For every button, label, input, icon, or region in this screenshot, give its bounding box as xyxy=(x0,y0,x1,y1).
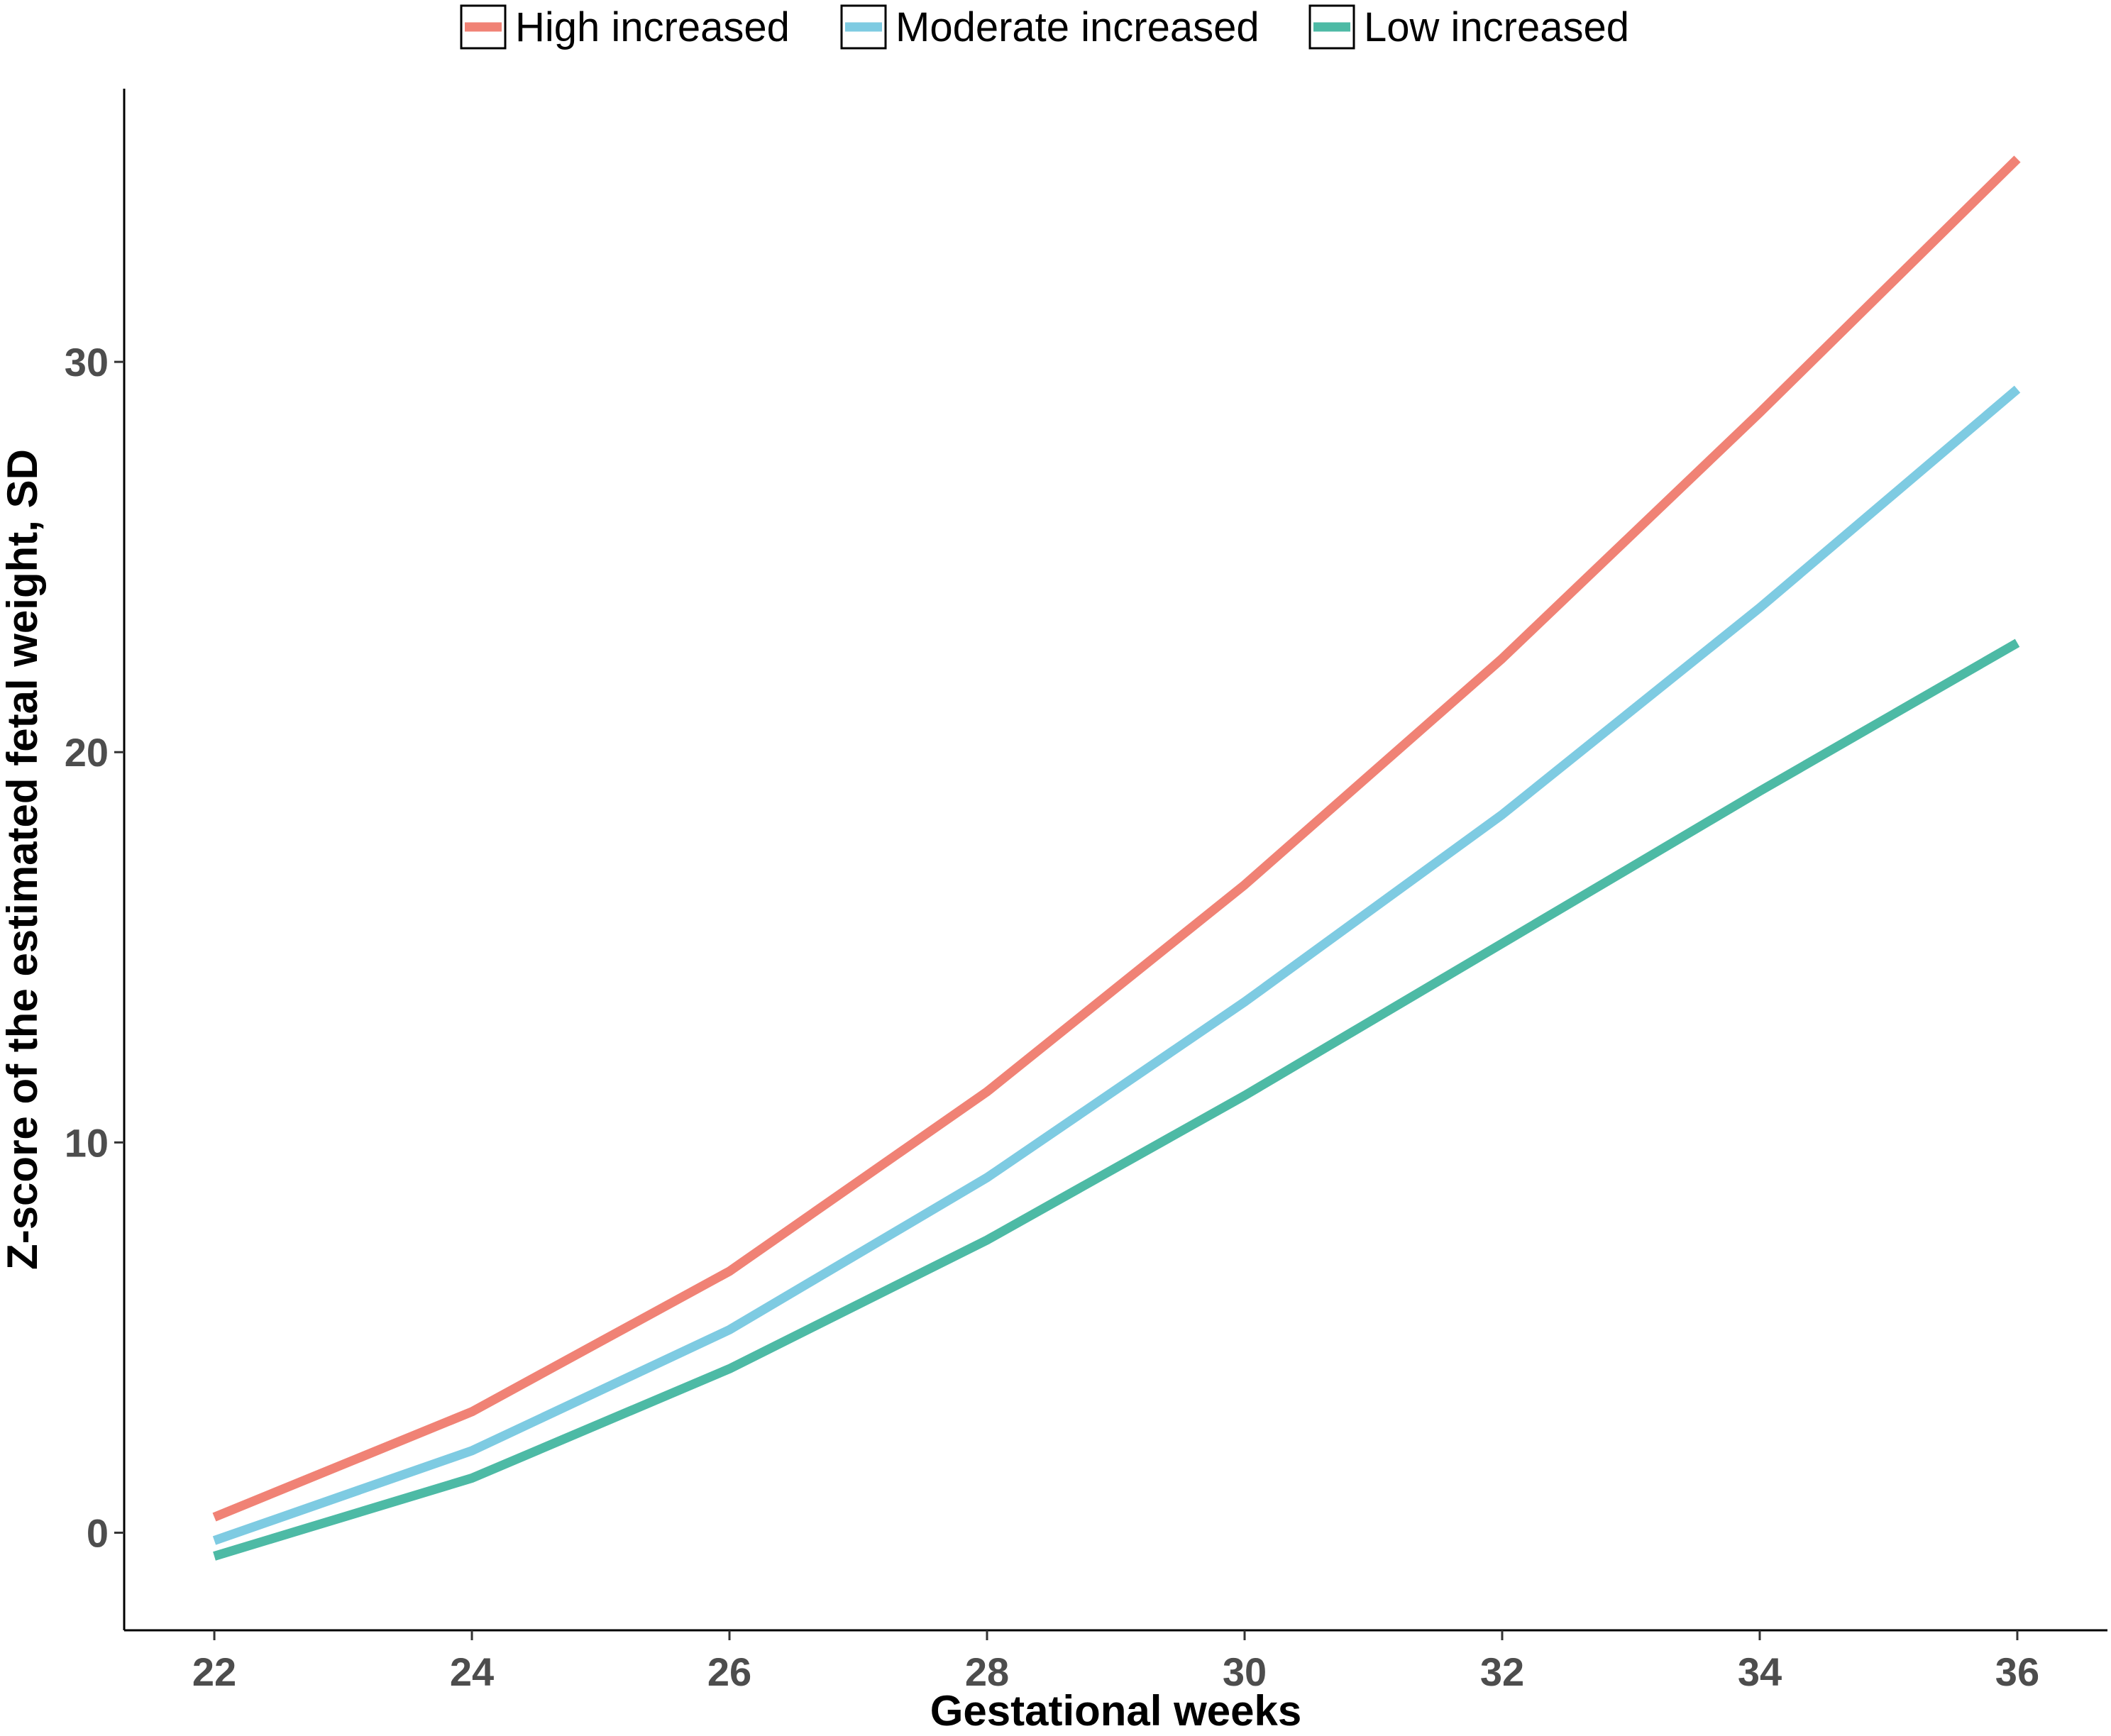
x-tick-label: 24 xyxy=(450,1649,494,1694)
y-tick-label: 10 xyxy=(65,1120,109,1165)
y-tick-label: 30 xyxy=(65,340,109,385)
series-lines xyxy=(212,155,2021,1561)
y-tick-label: 0 xyxy=(87,1510,109,1555)
x-axis-title: Gestational weeks xyxy=(930,1687,1302,1732)
x-tick-label: 34 xyxy=(1738,1649,1782,1694)
x-tick-label: 30 xyxy=(1223,1649,1267,1694)
x-tick-label: 26 xyxy=(707,1649,751,1694)
series-line-high-increased xyxy=(212,155,2021,1522)
legend-label-moderate-increased: Moderate increased xyxy=(895,4,1260,50)
series-line-moderate-increased xyxy=(212,385,2021,1545)
series-line-low-increased xyxy=(213,638,2020,1561)
x-axis-ticks: 22 24 26 28 30 32 34 36 xyxy=(192,1630,2039,1694)
axes xyxy=(123,89,2107,1632)
y-tick-label: 20 xyxy=(65,730,109,775)
y-axis-ticks: 0 10 20 30 xyxy=(65,340,124,1555)
x-tick-label: 32 xyxy=(1480,1649,1524,1694)
legend: High increased Moderate increased Low incr… xyxy=(460,4,1629,50)
x-tick-label: 36 xyxy=(1995,1649,2039,1694)
x-tick-label: 22 xyxy=(192,1649,236,1694)
y-axis-title: Z-score of the estimated fetal weight, S… xyxy=(0,449,46,1270)
legend-label-low-increased: Low increased xyxy=(1364,4,1629,50)
legend-label-high-increased: High increased xyxy=(515,4,790,50)
x-tick-label: 28 xyxy=(965,1649,1009,1694)
